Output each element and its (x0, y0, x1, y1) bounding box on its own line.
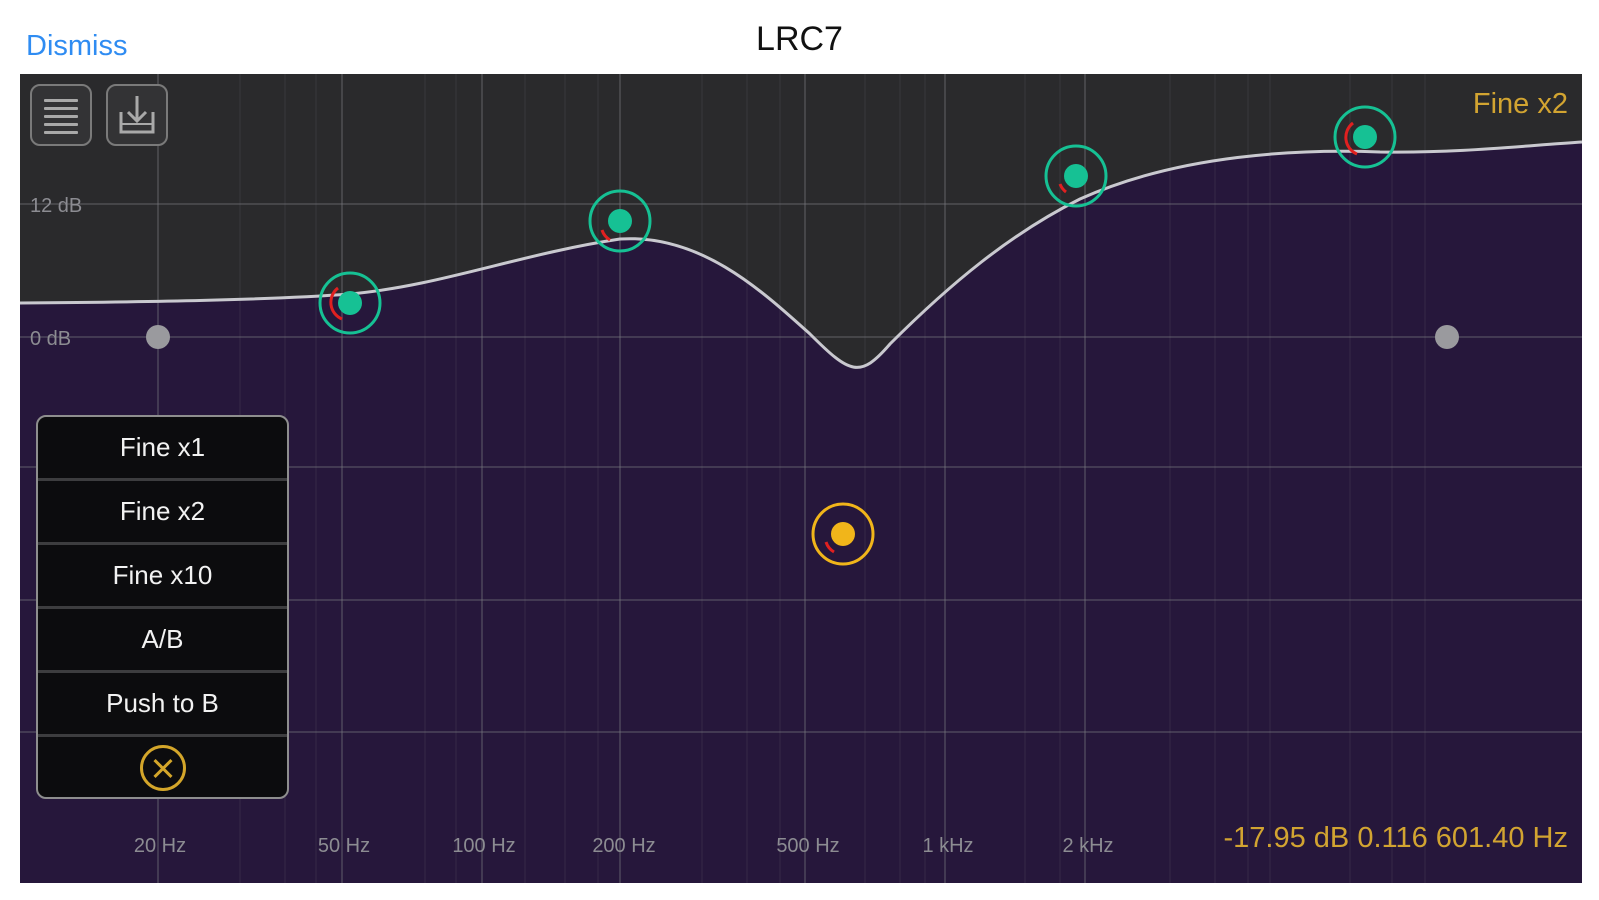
x-label-20hz: 20 Hz (134, 835, 186, 857)
x-label-100hz: 100 Hz (452, 835, 515, 857)
push-to-b-option[interactable]: Push to B (38, 673, 287, 737)
value-readout: -17.95 dB 0.116 601.40 Hz (1223, 822, 1569, 854)
fine-x10-option[interactable]: Fine x10 (38, 545, 287, 609)
band-handle-selected[interactable] (811, 502, 875, 566)
band-handle-4[interactable] (1333, 105, 1397, 169)
x-label-200hz: 200 Hz (592, 835, 655, 857)
band-handle-2[interactable] (588, 189, 652, 253)
x-label-50hz: 50 Hz (318, 835, 370, 857)
high-cut-handle[interactable] (1435, 325, 1459, 349)
popup-close-button[interactable] (38, 737, 287, 797)
close-circle-icon[interactable] (139, 745, 186, 791)
eq-curve-fill (20, 142, 1582, 883)
dismiss-button[interactable]: Dismiss (26, 30, 128, 62)
ab-option[interactable]: A/B (38, 609, 287, 673)
fine-x1-option[interactable]: Fine x1 (38, 417, 287, 481)
fine-x2-option[interactable]: Fine x2 (38, 481, 287, 545)
fine-mode-popup: Fine x1 Fine x2 Fine x10 A/B Push to B (36, 415, 289, 799)
list-menu-icon[interactable] (30, 84, 92, 146)
x-label-2khz: 2 kHz (1062, 835, 1113, 857)
y-label-0db: 0 dB (30, 328, 71, 350)
y-label-12db: 12 dB (30, 195, 82, 217)
fine-mode-label: Fine x2 (1472, 88, 1568, 120)
low-cut-handle[interactable] (146, 325, 170, 349)
x-label-1khz: 1 kHz (922, 835, 973, 857)
x-label-500hz: 500 Hz (776, 835, 839, 857)
download-icon[interactable] (106, 84, 168, 146)
band-handle-3[interactable] (1044, 144, 1108, 208)
band-handle-1[interactable] (318, 271, 382, 335)
eq-canvas[interactable]: 12 dB 0 dB 20 Hz 50 Hz 100 Hz 200 Hz 500… (20, 74, 1582, 883)
page-title: LRC7 (756, 20, 843, 58)
eq-graph[interactable]: 12 dB 0 dB 20 Hz 50 Hz 100 Hz 200 Hz 500… (20, 74, 1582, 883)
